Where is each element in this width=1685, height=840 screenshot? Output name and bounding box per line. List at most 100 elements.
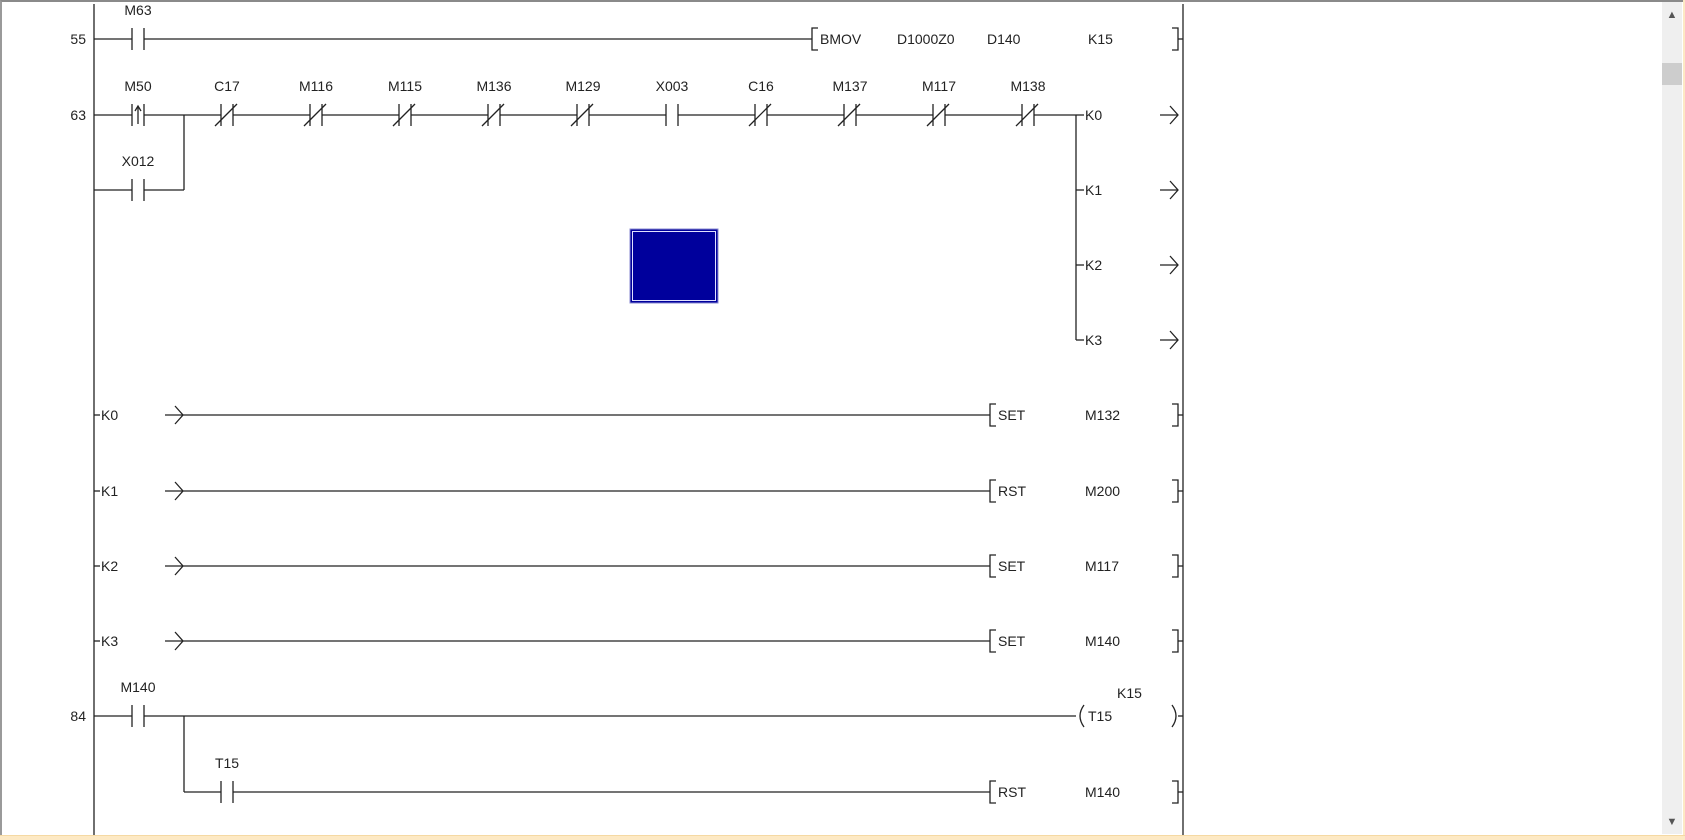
- contact-normally-open[interactable]: X012: [122, 153, 155, 201]
- contact-bar: [214, 103, 238, 127]
- contact-bar: [481, 103, 505, 127]
- instruction-bracket-close: [1172, 780, 1179, 804]
- jump-arrow-icon: [1160, 255, 1179, 275]
- status-strip: [0, 835, 1685, 840]
- contact-label: M116: [299, 78, 333, 94]
- contact-label: M63: [124, 2, 151, 18]
- instruction-operand: M140: [1085, 633, 1120, 649]
- contact-label: T15: [215, 755, 239, 771]
- scrollbar-thumb[interactable]: [1662, 63, 1682, 85]
- contact-label: M117: [922, 78, 956, 94]
- instruction-name: SET: [998, 633, 1026, 649]
- instruction-operand: M200: [1085, 483, 1120, 499]
- instruction-bracket-open: [989, 554, 996, 578]
- contact-bar: [570, 103, 594, 127]
- contact-label: M137: [832, 78, 867, 94]
- arrow-head: [1169, 180, 1179, 200]
- contact-label: X003: [656, 78, 689, 94]
- instruction-bracket-close: [1172, 27, 1179, 51]
- jump-label: K3: [1085, 332, 1102, 348]
- contact-label: X012: [122, 153, 155, 169]
- instruction-name: RST: [998, 483, 1026, 499]
- contact-label: C16: [748, 78, 774, 94]
- jump-label: K2: [1085, 257, 1102, 273]
- contact-normally-open[interactable]: X003: [656, 78, 689, 126]
- jump-label: K1: [101, 483, 118, 499]
- contact-normally-closed[interactable]: M115: [388, 78, 422, 127]
- instruction-bracket-open: [989, 780, 996, 804]
- vertical-scrollbar[interactable]: ▲ ▼: [1662, 2, 1682, 834]
- coil-close: [1171, 704, 1177, 728]
- contact-label: M136: [476, 78, 511, 94]
- contact-bar: [1015, 103, 1039, 127]
- instruction-operand: M132: [1085, 407, 1120, 423]
- instruction-bracket-open: [989, 403, 996, 427]
- contact-bar: [837, 103, 861, 127]
- jump-arrow-icon: [165, 556, 184, 576]
- jump-label: K0: [1085, 107, 1102, 123]
- window-edge: [1683, 0, 1685, 839]
- instruction-name: RST: [998, 784, 1026, 800]
- instruction-operand: K15: [1088, 31, 1113, 47]
- contact-normally-open[interactable]: M140: [120, 679, 156, 727]
- contact-label: C17: [214, 78, 240, 94]
- contact-normally-closed[interactable]: M129: [565, 78, 601, 127]
- arrow-head: [1169, 330, 1179, 350]
- edit-cursor-inner: [632, 231, 716, 301]
- coil-open: [1079, 704, 1085, 728]
- arrow-head: [1169, 105, 1179, 125]
- jump-arrow-icon: [1160, 330, 1179, 350]
- jump-arrow-icon: [1160, 180, 1179, 200]
- instruction-bracket-close: [1172, 554, 1179, 578]
- jump-label: K0: [101, 407, 118, 423]
- chevron-down-icon[interactable]: ▼: [1666, 816, 1678, 828]
- arrow-head: [1169, 255, 1179, 275]
- contact-normally-closed[interactable]: M136: [476, 78, 512, 127]
- instruction-name: BMOV: [820, 31, 862, 47]
- step-number: 84: [70, 708, 86, 724]
- contact-normally-closed[interactable]: M117: [922, 78, 956, 127]
- contact-label: M140: [120, 679, 155, 695]
- contact-normally-closed[interactable]: M116: [299, 78, 333, 127]
- contact-bar: [926, 103, 950, 127]
- contact-rising-edge[interactable]: M50: [124, 78, 152, 126]
- instruction-bracket-close: [1172, 479, 1179, 503]
- instruction-operand: M140: [1085, 784, 1120, 800]
- contact-bar: [303, 103, 327, 127]
- instruction-name: SET: [998, 407, 1026, 423]
- contact-normally-open[interactable]: T15: [215, 755, 239, 803]
- coil-name: T15: [1088, 708, 1112, 724]
- contact-label: M115: [388, 78, 422, 94]
- contact-normally-closed[interactable]: M138: [1010, 78, 1046, 127]
- jump-label: K3: [101, 633, 118, 649]
- jump-arrow-icon: [165, 481, 184, 501]
- jump-label: K2: [101, 558, 118, 574]
- contact-normally-closed[interactable]: M137: [832, 78, 868, 127]
- jump-arrow-icon: [1160, 105, 1179, 125]
- instruction-operand: D1000Z0: [897, 31, 955, 47]
- jump-label: K1: [1085, 182, 1102, 198]
- contact-normally-closed[interactable]: C17: [214, 78, 240, 127]
- coil-setting: K15: [1117, 685, 1142, 701]
- contact-bar: [392, 103, 416, 127]
- chevron-up-icon[interactable]: ▲: [1666, 9, 1678, 21]
- ladder-diagram[interactable]: 55 M63 BMOV D1000Z0 D140 K15 63 M50 C17 M116 M115 M…: [0, 0, 1660, 835]
- instruction-bracket-close: [1172, 403, 1179, 427]
- step-number: 63: [70, 107, 86, 123]
- contact-bar: [748, 103, 772, 127]
- step-number: 55: [70, 31, 86, 47]
- instruction-bracket-close: [1172, 629, 1179, 653]
- edit-cursor[interactable]: [629, 228, 719, 304]
- contact-label: M129: [565, 78, 600, 94]
- instruction-name: SET: [998, 558, 1026, 574]
- jump-arrow-icon: [165, 405, 184, 425]
- contact-label: M50: [124, 78, 151, 94]
- instruction-bracket-open: [811, 27, 818, 51]
- instruction-bracket-open: [989, 479, 996, 503]
- contact-normally-open[interactable]: M63: [124, 2, 152, 50]
- instruction-operand: D140: [987, 31, 1021, 47]
- contact-normally-closed[interactable]: C16: [748, 78, 774, 127]
- jump-arrow-icon: [165, 631, 184, 651]
- contact-bar: [134, 104, 142, 112]
